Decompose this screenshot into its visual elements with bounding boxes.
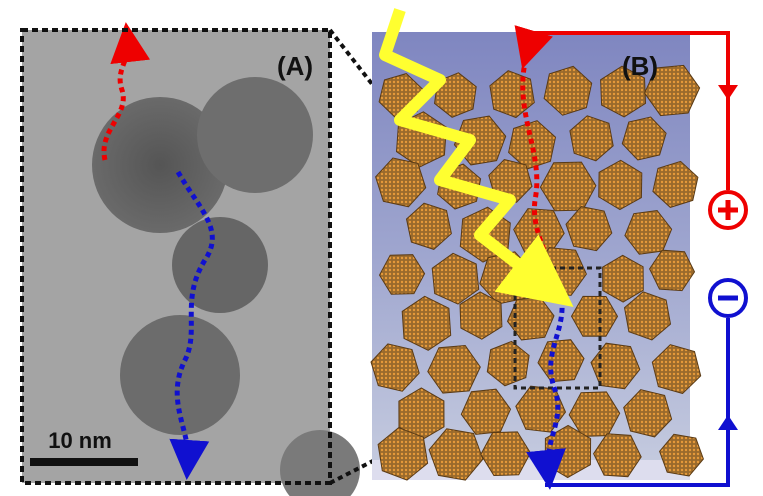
- nanoparticle: [197, 77, 313, 193]
- panel-a: (A) 10 nm: [22, 30, 360, 496]
- panel-label: (B): [622, 51, 658, 81]
- current-arrow: [718, 415, 738, 430]
- panel-label: (A): [277, 51, 313, 81]
- figure: (A) 10 nm (B): [0, 0, 763, 496]
- nanoparticle: [172, 217, 268, 313]
- scale-bar: [30, 458, 138, 466]
- current-arrow: [718, 85, 738, 100]
- scale-bar-label: 10 nm: [48, 428, 112, 453]
